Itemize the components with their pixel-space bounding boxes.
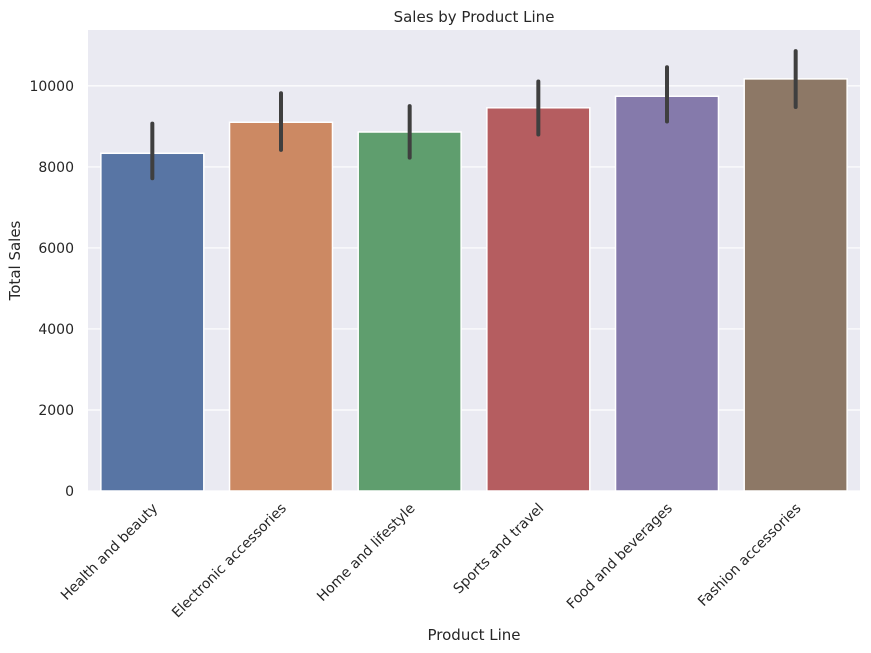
x-tick-label: Food and beverages [564,501,676,613]
x-tick-label: Fashion accessories [695,501,804,610]
bar [743,78,848,492]
plot-background [88,30,860,491]
bar [357,131,462,492]
bar [100,152,205,492]
bar [228,121,334,492]
y-tick-label: 8000 [38,160,74,176]
x-tick-label: Health and beauty [58,501,161,604]
y-axis-label: Total Sales [6,220,24,301]
y-tick-label: 10000 [29,79,74,95]
bars [100,78,848,492]
y-tick-label: 4000 [38,322,74,338]
chart-title: Sales by Product Line [394,8,555,26]
x-axis-label: Product Line [428,626,521,644]
x-tick-label: Home and lifestyle [314,501,418,605]
bar [486,107,591,492]
x-tick-label: Electronic accessories [169,501,290,622]
y-tick-label: 0 [65,484,74,500]
x-tick-label: Sports and travel [450,501,547,598]
gridlines [88,85,860,492]
error-bars [150,49,798,181]
y-tick-label: 2000 [38,403,74,419]
x-tick-labels: Health and beauty Electronic accessories H… [58,501,805,622]
bar [614,95,720,492]
y-tick-labels: 0 2000 4000 6000 8000 10000 [29,79,74,500]
y-tick-label: 6000 [38,241,74,257]
